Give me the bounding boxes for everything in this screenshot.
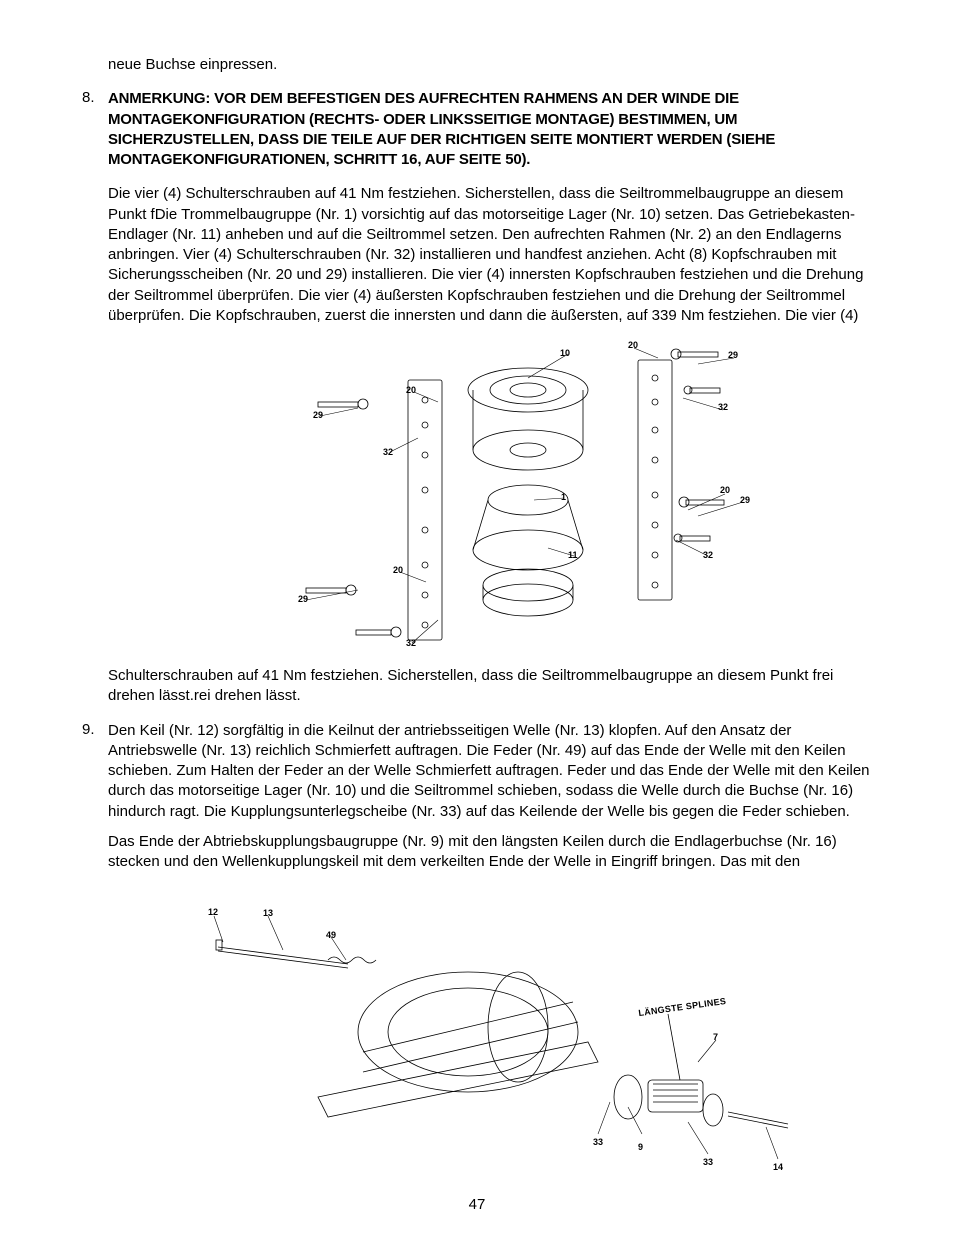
- step-8-heading: ANMERKUNG: VOR DEM BEFESTIGEN DES AUFREC…: [108, 89, 872, 170]
- step-marker: 8.: [82, 89, 95, 106]
- step-marker: 9.: [82, 721, 95, 738]
- callout-label: 1: [561, 492, 566, 502]
- step-8-body-1: Die vier (4) Schulterschrauben auf 41 Nm…: [108, 184, 872, 326]
- page: neue Buchse einpressen. 8. ANMERKUNG: VO…: [0, 0, 954, 1235]
- callout-label: 20: [628, 340, 638, 350]
- intro-fragment: neue Buchse einpressen.: [108, 55, 872, 75]
- callout-label: 9: [638, 1142, 643, 1152]
- step-8-body-2: Schulterschrauben auf 41 Nm festziehen. …: [108, 666, 872, 707]
- callout-label: 32: [703, 550, 713, 560]
- callout-label: 29: [728, 350, 738, 360]
- callout-label: 32: [718, 402, 728, 412]
- callout-label: 29: [313, 410, 323, 420]
- callout-label: 12: [208, 907, 218, 917]
- callout-label: 11: [568, 550, 578, 560]
- step-8: 8. ANMERKUNG: VOR DEM BEFESTIGEN DES AUF…: [82, 89, 872, 706]
- figure-1: 10 20 29 32 20 29 32 1 20 29 32 11 20 29 32: [258, 340, 778, 652]
- callout-label: 32: [406, 638, 416, 648]
- callout-label: 14: [773, 1162, 783, 1172]
- figure-1-drawing: [258, 340, 778, 652]
- step-9-body-2: Das Ende der Abtriebskupplungsbaugruppe …: [108, 832, 872, 873]
- figure-2-drawing: [168, 902, 818, 1192]
- callout-label: 29: [740, 495, 750, 505]
- callout-label: 10: [560, 348, 570, 358]
- figure-2: 121349LÄNGSTE SPLINES73393314: [168, 902, 818, 1192]
- callout-label: 7: [713, 1032, 718, 1042]
- callout-label: 20: [393, 565, 403, 575]
- step-list: 8. ANMERKUNG: VOR DEM BEFESTIGEN DES AUF…: [82, 89, 872, 1192]
- step-9: 9. Den Keil (Nr. 12) sorgfältig in die K…: [82, 721, 872, 1193]
- callout-label: 20: [406, 385, 416, 395]
- step-9-body-1: Den Keil (Nr. 12) sorgfältig in die Keil…: [108, 721, 872, 822]
- callout-label: 29: [298, 594, 308, 604]
- callout-label: 20: [720, 485, 730, 495]
- callout-label: 33: [593, 1137, 603, 1147]
- callout-label: 13: [263, 908, 273, 918]
- page-number: 47: [0, 1196, 954, 1213]
- callout-label: 33: [703, 1157, 713, 1167]
- callout-label: 49: [326, 930, 336, 940]
- callout-label: 32: [383, 447, 393, 457]
